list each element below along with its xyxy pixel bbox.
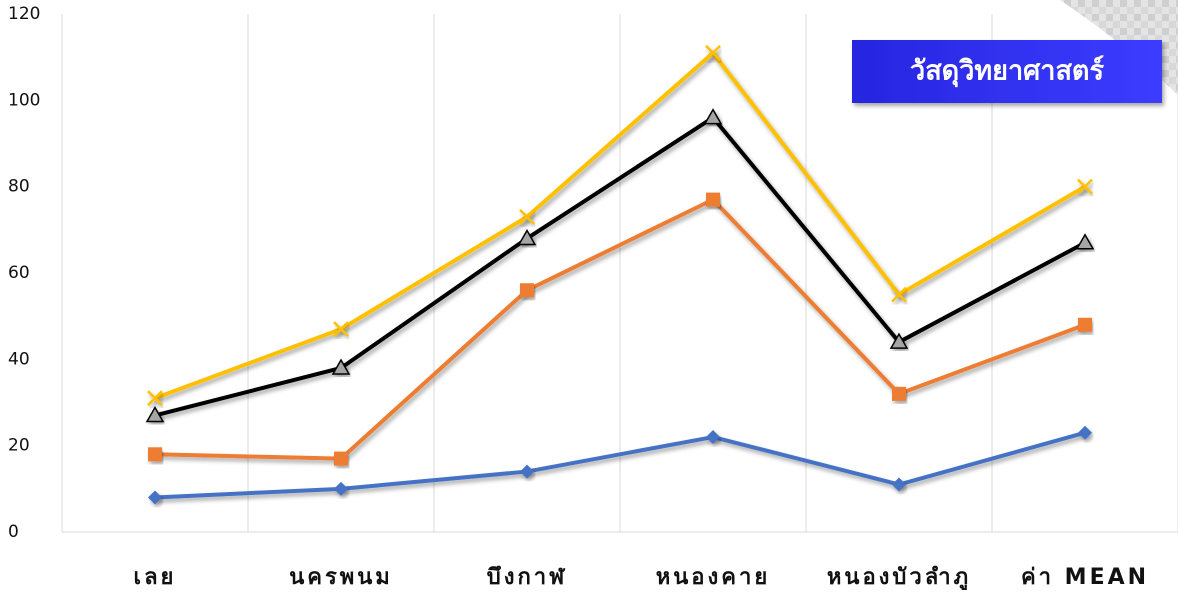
marker	[1077, 178, 1093, 195]
y-tick-label: 60	[8, 263, 30, 283]
marker	[147, 390, 163, 407]
marker	[892, 477, 906, 492]
marker	[1078, 317, 1092, 332]
corner-decoration	[1060, 0, 1178, 95]
marker	[892, 386, 906, 401]
x-tick-label: หนองคาย	[656, 565, 770, 590]
series-line	[154, 197, 1086, 461]
marker	[517, 228, 537, 246]
y-tick-label: 0	[8, 522, 19, 542]
marker	[705, 44, 721, 61]
marker	[519, 208, 535, 225]
x-tick-label: บึงกาฬ	[487, 565, 567, 590]
marker	[331, 358, 351, 375]
marker	[148, 490, 162, 505]
marker	[520, 464, 534, 479]
x-tick-label: ค่า MEAN	[1021, 565, 1149, 590]
marker	[1075, 233, 1095, 250]
y-tick-label: 120	[8, 4, 40, 24]
marker	[520, 283, 534, 298]
x-tick-label: นครพนม	[289, 565, 393, 590]
title-badge	[852, 40, 1162, 103]
marker	[148, 447, 162, 462]
marker	[891, 286, 907, 303]
y-tick-label: 40	[8, 349, 30, 369]
marker	[1078, 425, 1092, 440]
y-tick-label: 80	[8, 177, 30, 197]
marker	[706, 192, 720, 207]
series-line	[154, 50, 1087, 401]
x-tick-label: หนองบัวลำภู	[827, 565, 971, 591]
marker	[889, 332, 909, 349]
x-tick-label: เลย	[134, 565, 177, 590]
series-line	[154, 115, 1086, 418]
series-line	[154, 430, 1086, 500]
y-tick-label: 20	[8, 436, 30, 456]
marker	[334, 451, 348, 466]
marker	[145, 405, 165, 423]
marker	[706, 430, 720, 445]
y-tick-label: 100	[8, 90, 40, 110]
marker	[334, 481, 348, 496]
marker	[333, 321, 349, 338]
marker	[703, 108, 723, 125]
chart-title: วัสดุวิทยาศาสตร์	[910, 55, 1104, 88]
